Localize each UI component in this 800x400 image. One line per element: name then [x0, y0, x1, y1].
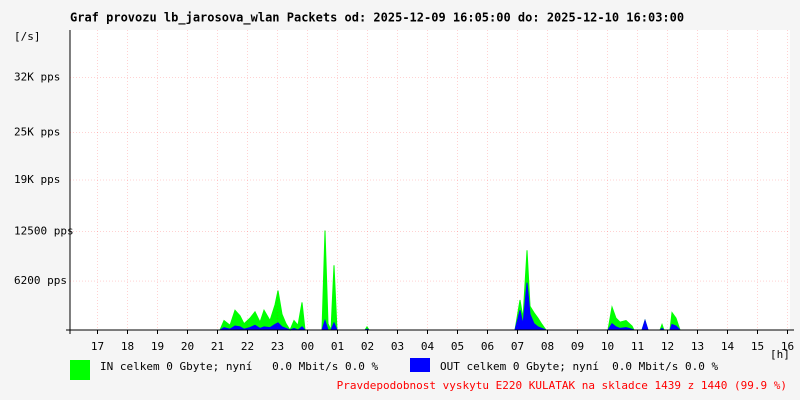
- x-tick-label: 15: [751, 340, 764, 353]
- plot-area: [70, 30, 790, 330]
- legend-label: OUT celkem 0 Gbyte; nyní 0.0 Mbit/s 0.0 …: [440, 360, 719, 373]
- x-tick-label: 06: [481, 340, 494, 353]
- x-tick-label: 10: [601, 340, 614, 353]
- x-tick-label: 16: [781, 340, 794, 353]
- x-tick-label: 18: [121, 340, 134, 353]
- x-tick-label: 23: [271, 340, 284, 353]
- y-axis-label: [/s]: [14, 30, 41, 43]
- legend-swatch: [70, 360, 90, 380]
- chart-title: Graf provozu lb_jarosova_wlan Packets od…: [70, 11, 684, 26]
- legend-label: IN celkem 0 Gbyte; nyní 0.0 Mbit/s 0.0 %: [100, 360, 379, 373]
- x-tick-label: 11: [631, 340, 644, 353]
- x-tick-label: 00: [301, 340, 314, 353]
- x-tick-label: 17: [91, 340, 104, 353]
- x-tick-label: 14: [721, 340, 735, 353]
- x-tick-label: 12: [661, 340, 674, 353]
- y-tick-label: 6200 pps: [14, 274, 67, 287]
- x-tick-label: 13: [691, 340, 704, 353]
- x-tick-label: 21: [211, 340, 224, 353]
- x-tick-label: 07: [511, 340, 524, 353]
- x-tick-label: 08: [541, 340, 554, 353]
- x-tick-label: 02: [361, 340, 374, 353]
- x-tick-label: 20: [181, 340, 194, 353]
- legend-swatch: [410, 358, 430, 372]
- x-axis-label: [h]: [770, 348, 790, 361]
- y-tick-label: 19K pps: [14, 173, 60, 186]
- x-tick-label: 01: [331, 340, 344, 353]
- y-tick-label: 25K pps: [14, 126, 60, 139]
- x-tick-label: 05: [451, 340, 464, 353]
- x-tick-label: 22: [241, 340, 254, 353]
- y-tick-label: 32K pps: [14, 70, 60, 83]
- x-tick-label: 03: [391, 340, 404, 353]
- x-tick-label: 04: [421, 340, 435, 353]
- x-tick-label: 09: [571, 340, 584, 353]
- footnote: Pravdepodobnost vyskytu E220 KULATAK na …: [337, 379, 787, 392]
- x-tick-label: 19: [151, 340, 164, 353]
- y-tick-label: 12500 pps: [14, 224, 74, 237]
